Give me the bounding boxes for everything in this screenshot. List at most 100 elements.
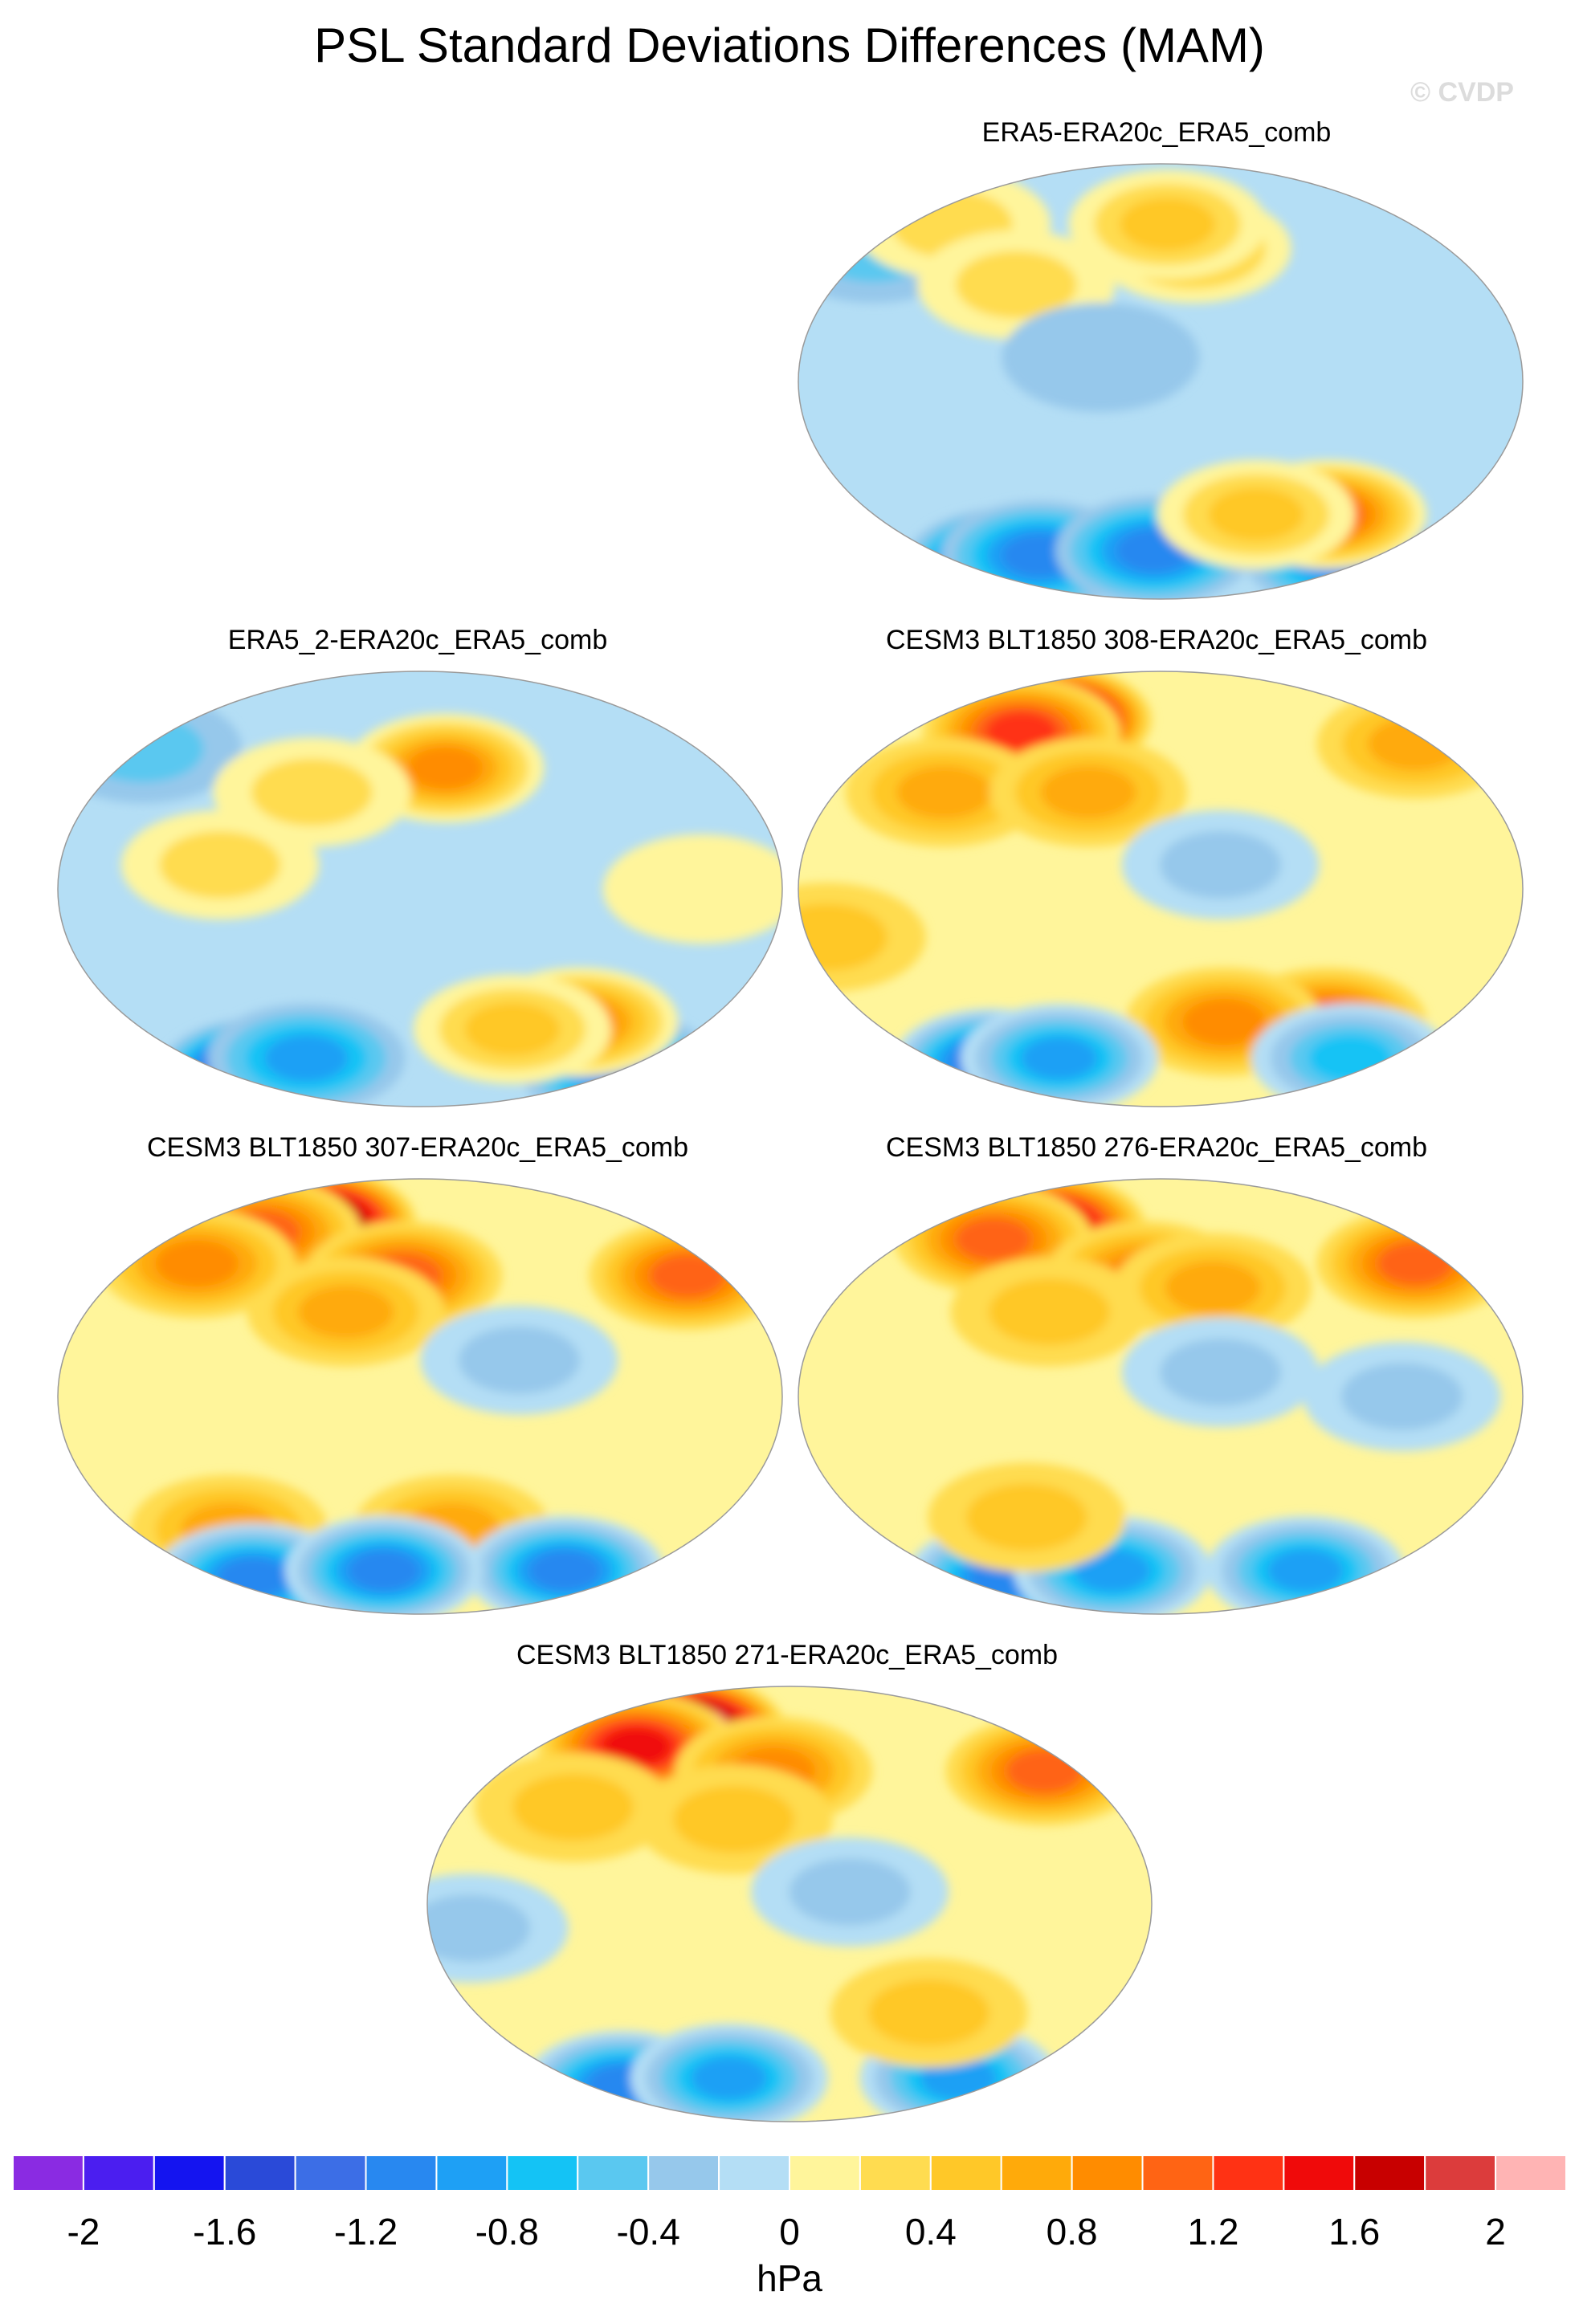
contour-blob	[896, 765, 993, 819]
contour-blob	[349, 1551, 419, 1591]
contour-blob	[427, 1894, 531, 1963]
panel-label-3: CESM3 BLT1850 308-ERA20c_ERA5_comb	[885, 625, 1428, 655]
colorbar-swatch	[506, 2155, 579, 2191]
map-panel-3	[798, 671, 1524, 1107]
map-panel-5	[798, 1178, 1524, 1615]
contour-blob	[464, 1002, 561, 1056]
panel-label-5: CESM3 BLT1850 276-ERA20c_ERA5_comb	[885, 1132, 1428, 1163]
map-panel-1	[798, 163, 1524, 600]
map-outline	[798, 1178, 1524, 1615]
contour-blob	[512, 1773, 634, 1841]
contour-blob	[298, 1285, 394, 1339]
colorbar-tick-label: -0.8	[475, 2211, 539, 2253]
colorbar-swatch	[1353, 2155, 1426, 2191]
colorbar-swatch	[1424, 2155, 1497, 2191]
panel-label-6: CESM3 BLT1850 271-ERA20c_ERA5_comb	[516, 1640, 1059, 1670]
contour-blob	[789, 1857, 911, 1926]
panel-label-4: CESM3 BLT1850 307-ERA20c_ERA5_comb	[146, 1132, 689, 1163]
colorbar-swatch	[577, 2155, 650, 2191]
colorbar-tick-label: -0.4	[616, 2211, 680, 2253]
contour-blob	[1367, 717, 1464, 771]
page-title: PSL Standard Deviations Differences (MAM…	[314, 18, 1265, 72]
colorbar-units: hPa	[757, 2257, 822, 2299]
contour-blob	[1165, 1261, 1261, 1315]
colorbar-swatch	[365, 2155, 438, 2191]
contour-blob	[650, 1254, 726, 1297]
contour-blob	[985, 711, 1057, 752]
colorbar-swatch	[1495, 2155, 1568, 2191]
contour-blob	[155, 1240, 239, 1287]
contour-blob	[1160, 830, 1282, 899]
colorbar-tick-label: -2	[67, 2211, 100, 2253]
map-panel-4	[57, 1178, 783, 1615]
contour-blob	[159, 830, 281, 899]
contour-blob	[1160, 1338, 1282, 1406]
map-outline	[57, 1178, 783, 1615]
contour-blob	[673, 1785, 795, 1853]
map-panel-6	[426, 1686, 1153, 2122]
colorbar-swatch	[1212, 2155, 1285, 2191]
map-field	[58, 1179, 782, 1614]
contour-blob	[251, 758, 373, 826]
colorbar-swatch	[294, 2155, 367, 2191]
colorbar-swatch	[1000, 2155, 1073, 2191]
contour-blob	[529, 1551, 601, 1591]
colorbar-tick-label: 0	[779, 2211, 800, 2253]
contour-blob	[691, 2057, 767, 2100]
contour-blob	[1074, 1549, 1150, 1592]
contour-blob	[956, 1217, 1032, 1261]
colorbar-swatch	[223, 2155, 296, 2191]
colorbar-swatch	[929, 2155, 1002, 2191]
colorbar-swatch	[789, 2155, 861, 2191]
map-outline	[798, 163, 1524, 600]
map-field	[427, 1686, 1152, 2122]
colorbar-tick-label: 2	[1485, 2211, 1506, 2253]
contour-blob	[989, 1278, 1111, 1346]
contour-blob	[602, 834, 782, 944]
contour-blob	[1022, 1037, 1098, 1080]
colorbar-swatch	[859, 2155, 932, 2191]
panel-label-1: ERA5-ERA20c_ERA5_comb	[981, 117, 1332, 148]
colorbar-tick-label: -1.2	[333, 2211, 398, 2253]
contour-blob	[1267, 1549, 1344, 1592]
contour-blob	[602, 1727, 670, 1766]
contour-blob	[264, 1034, 349, 1082]
watermark: © CVDP	[1410, 77, 1514, 108]
contour-blob	[1341, 1363, 1463, 1430]
colorbar-tick-label: 0.4	[904, 2211, 957, 2253]
contour-blob	[459, 1326, 581, 1394]
contour-blob	[1002, 302, 1200, 412]
contour-blob	[1040, 765, 1136, 819]
colorbar-swatch	[435, 2155, 508, 2191]
colorbar-swatch	[153, 2155, 226, 2191]
colorbar-swatch	[82, 2155, 155, 2191]
colorbar-tick-label: 1.2	[1187, 2211, 1239, 2253]
colorbar-tick-label: 1.6	[1328, 2211, 1381, 2253]
map-panel-2	[57, 671, 783, 1107]
contour-blob	[1377, 1242, 1454, 1285]
colorbar-swatch	[647, 2155, 720, 2191]
contour-blob	[1208, 487, 1304, 541]
contour-blob	[407, 747, 483, 789]
map-outline	[426, 1686, 1153, 2122]
contour-blob	[218, 1558, 289, 1598]
map-outline	[57, 671, 783, 1107]
colorbar-swatch	[718, 2155, 790, 2191]
colorbar-swatch	[12, 2155, 84, 2191]
contour-blob	[955, 251, 1077, 319]
map-outline	[798, 671, 1524, 1107]
map-field	[798, 671, 1523, 1107]
colorbar-tick-label: 0.8	[1046, 2211, 1098, 2253]
colorbar-swatch	[1071, 2155, 1144, 2191]
contour-blob	[1182, 998, 1267, 1046]
contour-blob	[798, 903, 888, 972]
panel-label-2: ERA5_2-ERA20c_ERA5_comb	[227, 625, 608, 655]
contour-blob	[965, 1483, 1087, 1551]
colorbar-swatch	[1283, 2155, 1356, 2191]
colorbar-tick-label: -1.6	[193, 2211, 257, 2253]
colorbar-swatch	[1141, 2155, 1214, 2191]
contour-blob	[1006, 1749, 1083, 1792]
contour-blob	[868, 1979, 990, 2047]
contour-blob	[920, 2057, 997, 2100]
contour-blob	[1119, 197, 1216, 251]
